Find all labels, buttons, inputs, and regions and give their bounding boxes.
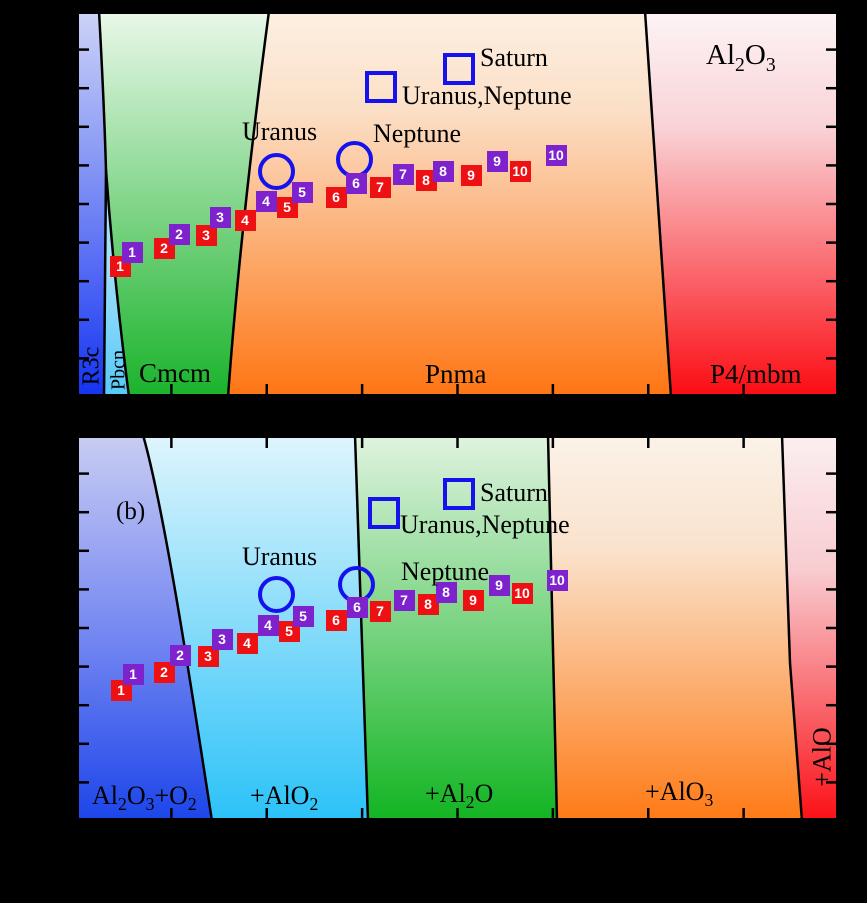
region-al2o [355, 435, 557, 821]
point-purple-7-panel-b: 7 [393, 589, 415, 611]
region-pnma [228, 11, 671, 397]
point-red-3-panel-b: 3 [197, 645, 219, 667]
region-al2o3-o2 [76, 435, 212, 821]
point-purple-9-panel-a: 9 [486, 150, 508, 172]
point-red-10-panel-b: 10 [511, 582, 533, 604]
point-purple-9-panel-b: 9 [488, 574, 510, 596]
point-red-8-panel-a: 8 [415, 169, 437, 191]
point-purple-8-panel-a: 8 [432, 160, 454, 182]
point-purple-5-panel-a: 5 [291, 181, 313, 203]
region-alo [782, 435, 839, 821]
point-purple-3-panel-b: 3 [211, 628, 233, 650]
point-purple-1-panel-a: 1 [121, 241, 143, 263]
point-red-9-panel-b: 9 [462, 589, 484, 611]
point-red-7-panel-a: 7 [369, 176, 391, 198]
point-purple-8-panel-b: 8 [435, 581, 457, 603]
legend-uranus-neptune-marker-b [368, 497, 400, 529]
legend-saturn-marker-b [443, 478, 475, 510]
point-purple-4-panel-a: 4 [255, 190, 277, 212]
region-cmcm [99, 11, 269, 397]
point-red-7-panel-b: 7 [369, 600, 391, 622]
point-red-10-panel-a: 10 [509, 160, 531, 182]
region-alo2 [143, 435, 368, 821]
point-red-9-panel-a: 9 [460, 164, 482, 186]
point-purple-6-panel-a: 6 [345, 172, 367, 194]
point-purple-6-panel-b: 6 [346, 596, 368, 618]
point-red-2-panel-b: 2 [153, 661, 175, 683]
point-red-4-panel-b: 4 [236, 632, 258, 654]
point-red-6-panel-a: 6 [325, 186, 347, 208]
region-r3c [76, 11, 106, 397]
legend-saturn-marker-a [443, 53, 475, 85]
point-red-8-panel-b: 8 [417, 593, 439, 615]
phase-boundaries-b [141, 435, 804, 821]
point-purple-10-panel-a: 10 [545, 144, 567, 166]
planet-circle-uranus-b [257, 575, 295, 613]
region-alo3 [548, 435, 802, 821]
point-purple-2-panel-b: 2 [169, 644, 191, 666]
point-purple-1-panel-b: 1 [122, 663, 144, 685]
point-purple-2-panel-a: 2 [168, 223, 190, 245]
point-red-4-panel-a: 4 [234, 209, 256, 231]
point-red-3-panel-a: 3 [195, 224, 217, 246]
panel-b-border [76, 435, 839, 821]
panel-a-border [76, 11, 839, 397]
panel-a [76, 11, 839, 397]
panel-b [76, 435, 839, 821]
legend-uranus-neptune-marker-a [365, 71, 397, 103]
point-red-6-panel-b: 6 [325, 609, 347, 631]
region-p4mbm [645, 11, 839, 397]
point-purple-3-panel-a: 3 [209, 206, 231, 228]
point-purple-7-panel-a: 7 [392, 163, 414, 185]
point-purple-10-panel-b: 10 [546, 569, 568, 591]
point-purple-5-panel-b: 5 [292, 605, 314, 627]
planet-circle-uranus-a [257, 152, 295, 190]
point-red-1-panel-b: 1 [110, 679, 132, 701]
point-purple-4-panel-b: 4 [257, 614, 279, 636]
